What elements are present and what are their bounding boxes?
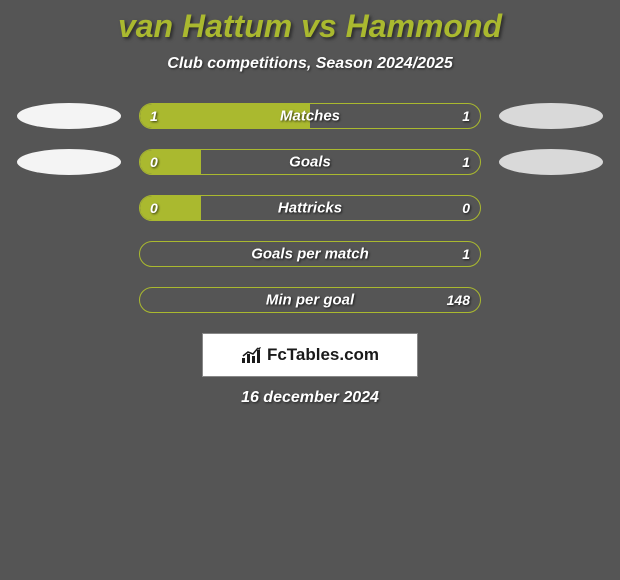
stat-label: Goals	[289, 154, 331, 171]
stat-row: Hattricks 0 0	[0, 195, 620, 221]
stat-row: Goals per match 1	[0, 241, 620, 267]
stat-value-right: 148	[447, 292, 470, 308]
stat-rows: Matches 1 1 Goals 0 1 Hattricks 0 0 Goals per mat…	[0, 103, 620, 313]
stat-row: Min per goal 148	[0, 287, 620, 313]
stat-label: Matches	[280, 108, 340, 125]
logo-text: FcTables.com	[267, 345, 379, 365]
stat-bar: Hattricks 0 0	[139, 195, 481, 221]
player-left-ellipse	[17, 287, 121, 313]
player-left-ellipse	[17, 149, 121, 175]
player-right-ellipse	[499, 149, 603, 175]
stat-value-right: 0	[462, 200, 470, 216]
stat-label: Hattricks	[278, 200, 342, 217]
stat-value-left: 0	[150, 154, 158, 170]
stat-value-left: 1	[150, 108, 158, 124]
player-right-ellipse	[499, 195, 603, 221]
stat-bar: Min per goal 148	[139, 287, 481, 313]
stat-value-right: 1	[462, 246, 470, 262]
logo-box: FcTables.com	[202, 333, 418, 377]
page-title: van Hattum vs Hammond	[0, 8, 620, 45]
stat-label: Goals per match	[251, 246, 369, 263]
player-left-ellipse	[17, 103, 121, 129]
player-right-ellipse	[499, 103, 603, 129]
player-left-ellipse	[17, 195, 121, 221]
subtitle: Club competitions, Season 2024/2025	[0, 55, 620, 73]
stat-label: Min per goal	[266, 292, 354, 309]
chart-icon	[241, 346, 263, 364]
stat-bar: Goals 0 1	[139, 149, 481, 175]
player-left-ellipse	[17, 241, 121, 267]
stat-row: Goals 0 1	[0, 149, 620, 175]
stat-bar: Matches 1 1	[139, 103, 481, 129]
stat-value-right: 1	[462, 108, 470, 124]
player-right-ellipse	[499, 241, 603, 267]
stat-value-left: 0	[150, 200, 158, 216]
player-right-ellipse	[499, 287, 603, 313]
stat-value-right: 1	[462, 154, 470, 170]
stat-bar: Goals per match 1	[139, 241, 481, 267]
comparison-infographic: van Hattum vs Hammond Club competitions,…	[0, 0, 620, 407]
stat-row: Matches 1 1	[0, 103, 620, 129]
date-text: 16 december 2024	[0, 389, 620, 407]
